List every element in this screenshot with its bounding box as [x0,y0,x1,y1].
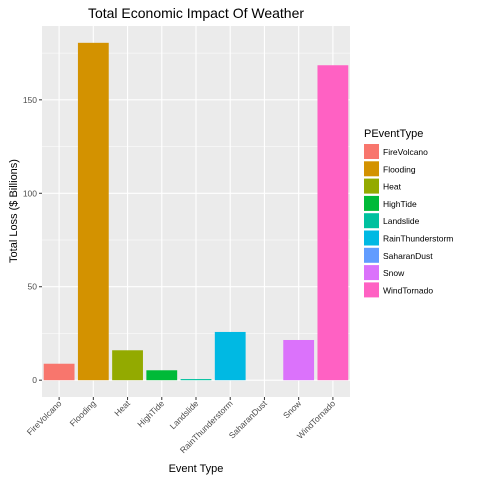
bar-hightide [146,370,178,381]
y-tick-label: 0 [32,375,37,385]
x-tick-label: Landslide [168,398,201,431]
legend-swatch [364,247,379,263]
bar-flooding [77,42,109,381]
legend-title: PEventType [364,128,423,140]
x-axis-title: Event Type [169,463,224,475]
legend-swatch [364,178,379,194]
legend-label: Snow [383,268,405,278]
x-tick-label: FireVolcano [25,398,64,437]
bar-windtornado [317,65,349,381]
y-axis: 0 50 100 150 [23,95,42,385]
legend-label: RainThunderstorm [383,234,453,244]
bar-rainthunderstorm [214,331,246,381]
legend-label: FireVolcano [383,147,428,157]
x-tick-label: HighTide [135,398,166,429]
bar-landslide [180,379,212,381]
bar-firevolcano [43,363,75,381]
y-tick-label: 100 [23,188,37,198]
y-axis-title: Total Loss ($ Billions) [8,159,20,263]
legend-swatch [364,282,379,298]
bar-heat [112,350,143,381]
chart-title: Total Economic Impact Of Weather [88,5,304,21]
legend-label: SaharanDust [383,251,433,261]
legend-label: WindTornado [383,285,433,295]
x-axis: FireVolcano Flooding Heat HighTide Landslide… [25,397,337,455]
legend-label: Heat [383,182,402,192]
y-tick-label: 150 [23,95,37,105]
legend-items: FireVolcano Flooding Heat HighTide Landslide… [364,144,453,298]
x-tick-label: Snow [281,398,304,421]
legend-swatch [364,213,379,229]
x-tick-label: Flooding [68,398,98,428]
legend-swatch [364,161,379,177]
legend-swatch [364,144,379,159]
legend-label: Flooding [383,164,416,174]
y-tick-label: 50 [28,282,38,292]
x-tick-label: Heat [112,398,132,418]
legend-swatch [364,265,379,281]
bars [43,42,349,381]
legend-swatch [364,230,379,246]
legend: PEventType FireVolcano Flooding Heat HighTi… [364,128,453,298]
legend-swatch [364,195,379,211]
legend-label: Landslide [383,216,420,226]
legend-label: HighTide [383,199,417,209]
bar-snow [283,339,315,381]
